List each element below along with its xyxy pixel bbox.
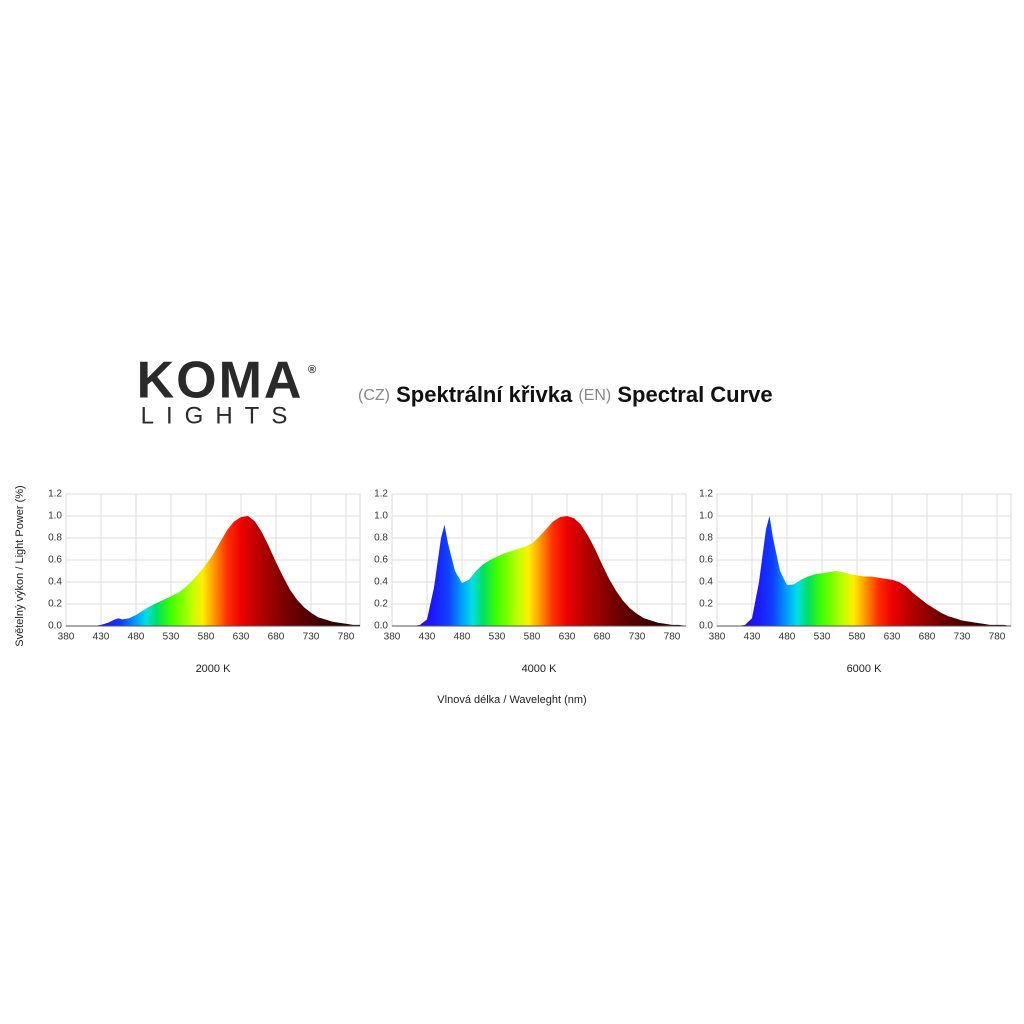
y-tick-label: 0.2 [699, 599, 713, 610]
x-tick-label: 480 [454, 632, 471, 643]
x-tick-label: 530 [814, 632, 831, 643]
spectral-area [717, 516, 1011, 626]
x-tick-label: 530 [163, 632, 180, 643]
x-tick-label: 680 [268, 632, 285, 643]
x-tick-label: 630 [884, 632, 901, 643]
y-tick-label: 0.8 [374, 533, 388, 544]
chart-title: 2000 K [196, 663, 232, 675]
y-tick-label: 1.0 [699, 511, 713, 522]
logo-registered: ® [308, 364, 316, 376]
chart-title: 6000 K [847, 663, 883, 675]
x-tick-label: 680 [594, 632, 611, 643]
logo: KOMA [137, 352, 304, 410]
x-tick-label: 430 [419, 632, 436, 643]
x-tick-label: 730 [303, 632, 320, 643]
x-tick-label: 780 [338, 632, 355, 643]
title-part: (EN) [578, 387, 611, 404]
y-tick-label: 0.0 [374, 621, 388, 632]
x-tick-label: 480 [128, 632, 145, 643]
y-tick-label: 0.0 [48, 621, 62, 632]
x-tick-label: 480 [779, 632, 796, 643]
y-tick-label: 0.6 [699, 555, 713, 566]
x-tick-label: 430 [744, 632, 761, 643]
y-tick-label: 1.2 [374, 489, 388, 500]
y-tick-label: 0.8 [48, 533, 62, 544]
y-tick-label: 1.2 [48, 489, 62, 500]
x-tick-label: 580 [524, 632, 541, 643]
x-tick-label: 630 [559, 632, 576, 643]
x-tick-label: 730 [954, 632, 971, 643]
x-tick-label: 380 [384, 632, 401, 643]
y-tick-label: 1.0 [48, 511, 62, 522]
x-axis-label: Vlnová délka / Waveleght (nm) [437, 694, 586, 706]
x-tick-label: 380 [709, 632, 726, 643]
title: (CZ) Spektrální křivka (EN) Spectral Cur… [358, 382, 773, 407]
spectral-area [392, 516, 686, 626]
title-part: Spectral Curve [617, 382, 772, 407]
y-tick-label: 1.0 [374, 511, 388, 522]
y-tick-label: 0.8 [699, 533, 713, 544]
x-tick-label: 680 [919, 632, 936, 643]
y-tick-label: 0.6 [374, 555, 388, 566]
x-tick-label: 530 [489, 632, 506, 643]
title-part: (CZ) [358, 387, 390, 404]
title-part: Spektrální křivka [396, 382, 573, 407]
x-tick-label: 780 [989, 632, 1006, 643]
chart-title: 4000 K [522, 663, 558, 675]
y-tick-label: 1.2 [699, 489, 713, 500]
y-tick-label: 0.6 [48, 555, 62, 566]
y-axis-label: Světelný výkon / Light Power (%) [14, 485, 26, 646]
y-tick-label: 0.0 [699, 621, 713, 632]
y-tick-label: 0.4 [699, 577, 713, 588]
x-tick-label: 630 [233, 632, 250, 643]
spectral-area [66, 516, 360, 626]
x-tick-label: 730 [629, 632, 646, 643]
x-tick-label: 430 [93, 632, 110, 643]
y-tick-label: 0.4 [48, 577, 62, 588]
x-tick-label: 580 [198, 632, 215, 643]
x-tick-label: 380 [58, 632, 75, 643]
x-tick-label: 580 [849, 632, 866, 643]
y-tick-label: 0.2 [374, 599, 388, 610]
x-tick-label: 780 [664, 632, 681, 643]
y-tick-label: 0.2 [48, 599, 62, 610]
logo-sub: LIGHTS [141, 402, 300, 429]
y-tick-label: 0.4 [374, 577, 388, 588]
